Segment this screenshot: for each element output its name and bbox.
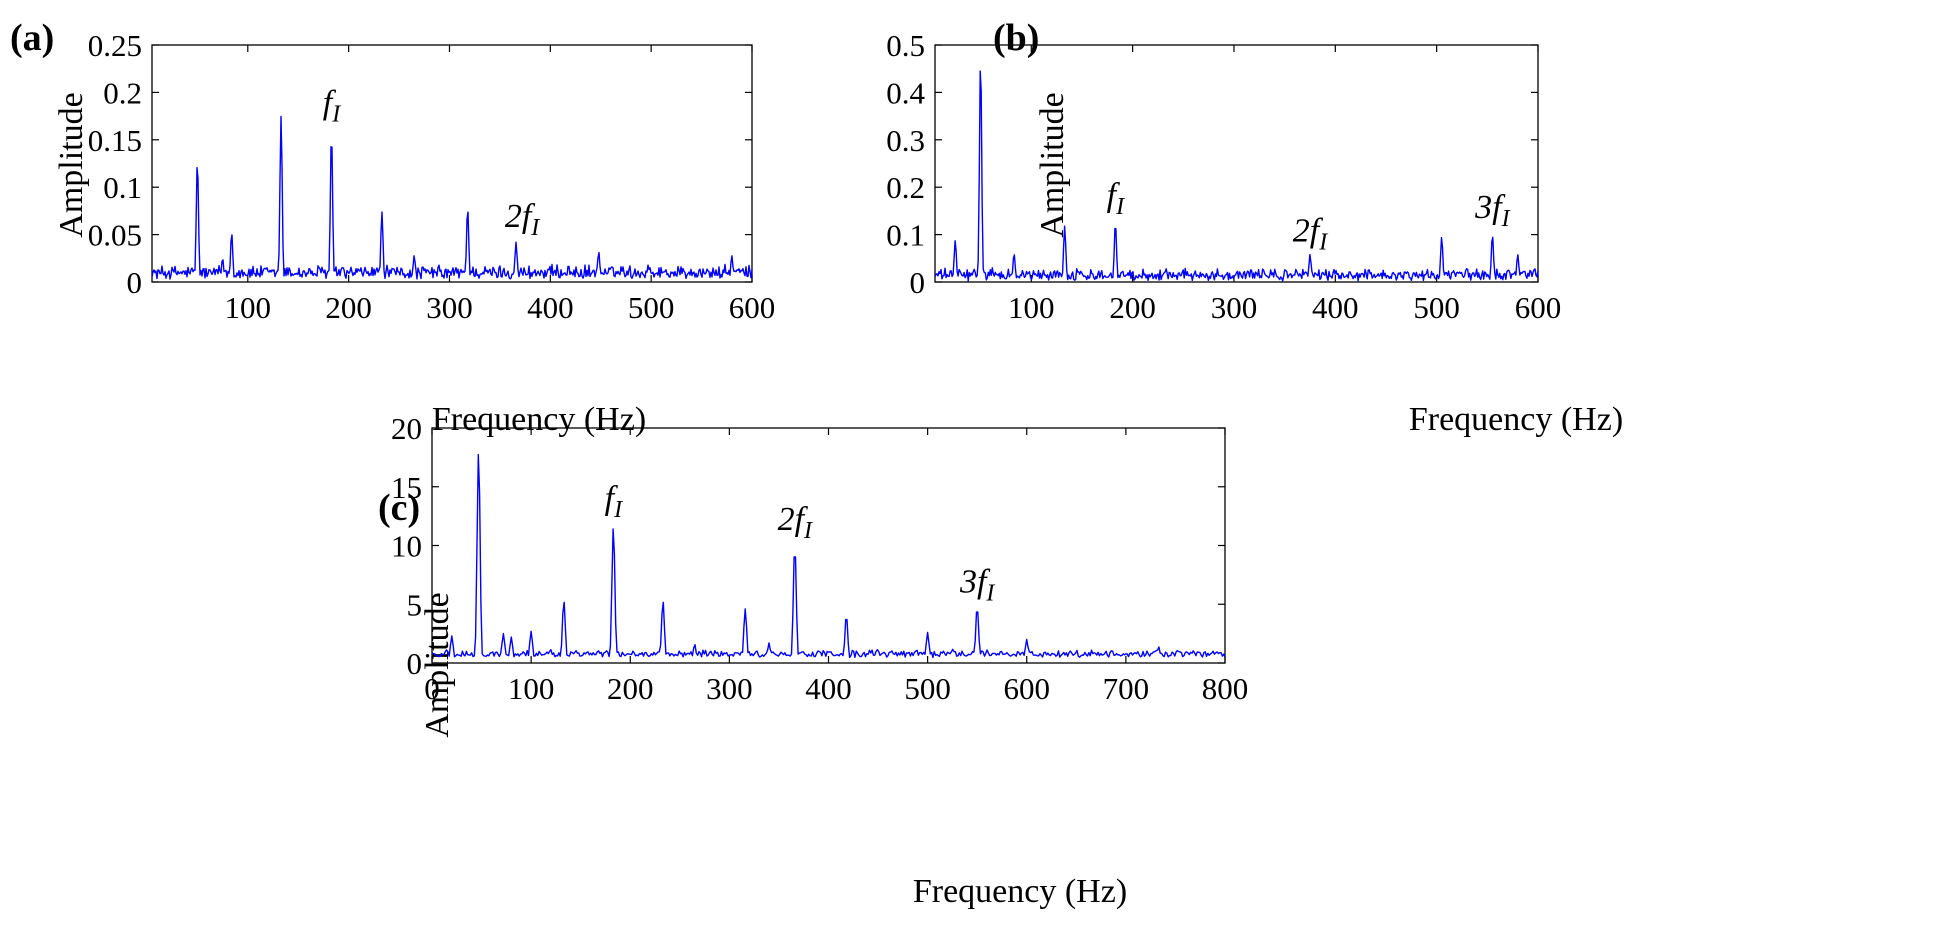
harmonic-annotation-subscript: I — [331, 101, 341, 127]
spectrum-line — [934, 70, 1539, 282]
harmonic-annotation-subscript: I — [985, 581, 995, 607]
harmonic-annotation-base: 2f — [778, 501, 809, 538]
y-tick-label: 0.2 — [103, 75, 142, 110]
y-axis-title: Amplitude — [419, 592, 456, 737]
harmonic-annotation-subscript: I — [1318, 230, 1328, 256]
y-tick-label: 0.15 — [88, 123, 142, 158]
x-tick-label: 600 — [1004, 671, 1051, 706]
y-tick-label: 0.1 — [103, 170, 142, 205]
panel-c: (c) Amplitude Frequency (Hz) 0 100 200 300 4… — [378, 411, 1248, 910]
y-tick-label: 0.4 — [886, 75, 925, 110]
y-tick-label: 0.25 — [88, 28, 142, 63]
y-tick-label: 0.3 — [886, 123, 925, 158]
y-tick-label: 0 — [407, 646, 423, 681]
y-tick-label: 0.5 — [886, 28, 925, 63]
harmonic-annotation: fI — [1107, 177, 1125, 220]
harmonic-annotation: fI — [605, 480, 623, 523]
x-tick-label: 600 — [1515, 290, 1562, 325]
x-axis-title: Frequency (Hz) — [1409, 401, 1623, 438]
panel-b: (b) Amplitude Frequency (Hz) 100 200 300 40… — [886, 17, 1623, 438]
x-tick-label: 800 — [1202, 671, 1249, 706]
y-tick-label: 20 — [391, 411, 422, 446]
x-tick-label: 500 — [1413, 290, 1460, 325]
harmonic-annotation: 3fI — [1474, 189, 1510, 232]
panel-label: (a) — [10, 17, 54, 59]
x-tick-label: 100 — [1008, 290, 1055, 325]
x-axis-title: Frequency (Hz) — [913, 873, 1127, 910]
y-tick-label: 15 — [391, 470, 422, 505]
y-tick-label: 5 — [407, 587, 423, 622]
harmonic-annotation-base: 2f — [1293, 213, 1324, 250]
x-tick-label: 600 — [729, 290, 776, 325]
harmonic-annotation-subscript: I — [1115, 194, 1125, 220]
x-tick-label: 400 — [1312, 290, 1359, 325]
x-tick-label: 200 — [1109, 290, 1156, 325]
harmonic-annotation-subscript: I — [803, 518, 813, 544]
plot-frame — [151, 44, 753, 283]
x-tick-label: 300 — [1211, 290, 1258, 325]
y-tick-label: 0.05 — [88, 218, 142, 253]
harmonic-annotation-base: 3f — [959, 564, 991, 601]
plot-frame — [934, 44, 1539, 283]
plot-frame — [431, 427, 1226, 664]
x-tick-label: 700 — [1103, 671, 1150, 706]
harmonic-annotation-subscript: I — [1501, 206, 1511, 232]
y-axis-title: Amplitude — [53, 92, 90, 237]
harmonic-annotation-subscript: I — [613, 497, 623, 523]
harmonic-annotation: fI — [323, 84, 341, 127]
x-tick-label: 500 — [904, 671, 951, 706]
x-tick-label: 100 — [508, 671, 555, 706]
x-tick-label: 500 — [628, 290, 675, 325]
harmonic-annotation-base: 2f — [505, 198, 536, 235]
spectrum-line — [431, 453, 1226, 659]
harmonic-annotation: 2fI — [505, 198, 540, 241]
panel-label: (b) — [993, 17, 1039, 59]
x-tick-label: 300 — [426, 290, 473, 325]
panel-label: (c) — [378, 487, 420, 529]
x-axis-title: Frequency (Hz) — [432, 401, 646, 438]
y-tick-label: 0 — [910, 265, 926, 300]
harmonic-annotation: 2fI — [1293, 213, 1328, 256]
harmonic-annotation: 2fI — [778, 501, 813, 544]
harmonic-annotation-base: 3f — [1474, 189, 1506, 226]
y-tick-label: 10 — [391, 529, 422, 564]
x-tick-label: 100 — [225, 290, 272, 325]
y-tick-label: 0 — [127, 265, 143, 300]
y-axis-title: Amplitude — [1034, 92, 1071, 237]
x-tick-label: 300 — [706, 671, 753, 706]
x-tick-label: 400 — [805, 671, 852, 706]
y-tick-label: 0.2 — [886, 170, 925, 205]
y-tick-label: 0.1 — [886, 218, 925, 253]
x-tick-label: 200 — [607, 671, 654, 706]
x-tick-label: 0 — [424, 671, 440, 706]
panel-a: (a) Amplitude Frequency (Hz) 100 200 300 40… — [10, 17, 775, 438]
spectrum-line — [151, 115, 753, 280]
x-tick-label: 400 — [527, 290, 574, 325]
x-tick-label: 200 — [325, 290, 372, 325]
harmonic-annotation-subscript: I — [530, 215, 540, 241]
harmonic-annotation: 3fI — [959, 564, 995, 607]
